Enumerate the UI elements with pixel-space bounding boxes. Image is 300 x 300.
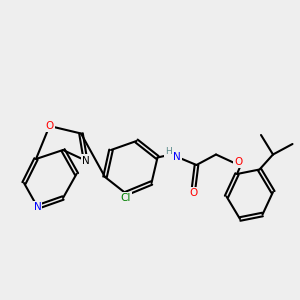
Text: N: N: [173, 152, 181, 163]
Text: O: O: [234, 157, 243, 167]
Text: N: N: [34, 202, 41, 212]
Text: H: H: [165, 147, 171, 156]
Text: O: O: [189, 188, 198, 199]
Text: N: N: [82, 155, 89, 166]
Text: Cl: Cl: [121, 193, 131, 203]
Text: O: O: [45, 121, 54, 131]
